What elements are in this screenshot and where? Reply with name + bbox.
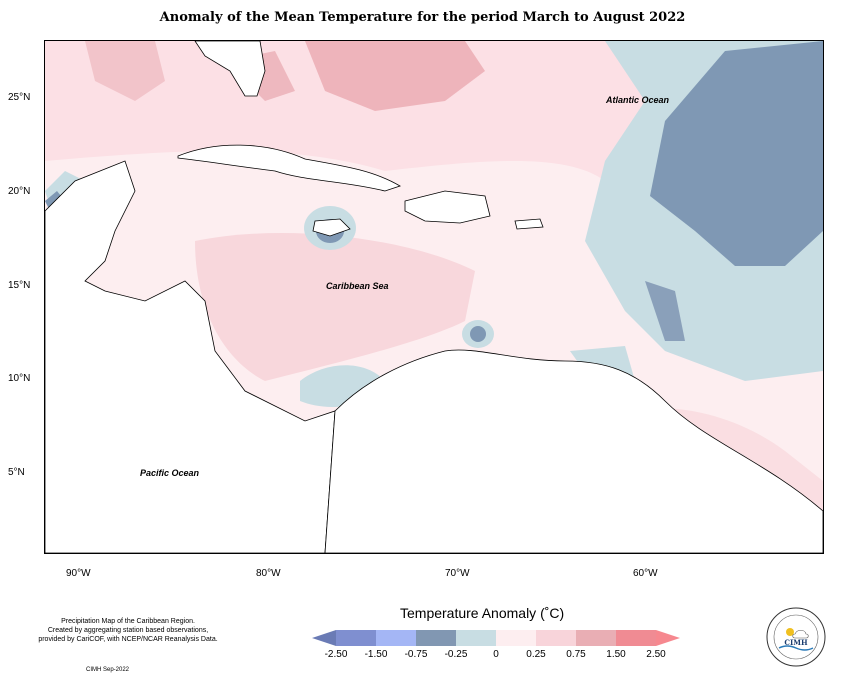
map-title: Anomaly of the Mean Temperature for the … <box>159 10 686 25</box>
lat-label: 25°N <box>8 92 31 103</box>
footnote: Precipitation Map of the Caribbean Regio… <box>8 617 248 644</box>
legend-tick-label: -1.50 <box>364 649 388 660</box>
legend-cell <box>496 630 536 646</box>
footnote-line: Created by aggregating station based obs… <box>47 627 209 634</box>
legend-tick-label: 0 <box>493 649 499 660</box>
cimh-logo: CIMH <box>765 606 827 668</box>
legend-cell <box>336 630 376 646</box>
footnote-line: provided by CariCOF, with NCEP/NCAR Rean… <box>38 636 218 643</box>
warm-anomaly-region <box>305 41 485 111</box>
legend-tick-label: -2.50 <box>324 649 348 660</box>
legend-tick-label: 0.75 <box>566 649 586 660</box>
legend-cell <box>376 630 416 646</box>
legend-tick-label: -0.25 <box>444 649 468 660</box>
legend-tick-label: 1.50 <box>606 649 626 660</box>
lat-label: 5°N <box>8 467 25 478</box>
logo-text: CIMH <box>784 638 808 647</box>
legend-cell <box>576 630 616 646</box>
legend-tick-label: 2.50 <box>646 649 666 660</box>
legend-title: Temperature Anomaly (˚C) <box>400 605 565 621</box>
color-legend-bar <box>312 630 680 646</box>
legend-cell <box>456 630 496 646</box>
map-area <box>44 40 824 554</box>
legend-cell <box>536 630 576 646</box>
legend-tick-label: -0.75 <box>404 649 428 660</box>
lon-label: 80°W <box>256 568 281 579</box>
legend-cell <box>656 630 680 646</box>
footnote-date: CIMH Sep-2022 <box>86 667 130 673</box>
anomaly-map <box>45 41 823 553</box>
atlantic-ocean-label: Atlantic Ocean <box>606 95 670 105</box>
caribbean-sea-label: Caribbean Sea <box>326 281 389 291</box>
legend-cell <box>312 630 336 646</box>
legend-cell <box>416 630 456 646</box>
pacific-ocean-label: Pacific Ocean <box>140 468 200 478</box>
lat-label: 20°N <box>8 186 31 197</box>
lon-label: 60°W <box>633 568 658 579</box>
lat-label: 10°N <box>8 373 31 384</box>
legend-cell <box>616 630 656 646</box>
footnote-line: Precipitation Map of the Caribbean Regio… <box>61 618 195 625</box>
legend-tick-label: 0.25 <box>526 649 546 660</box>
land-masses <box>45 41 823 553</box>
lat-label: 15°N <box>8 280 31 291</box>
lon-label: 70°W <box>445 568 470 579</box>
lon-label: 90°W <box>66 568 91 579</box>
